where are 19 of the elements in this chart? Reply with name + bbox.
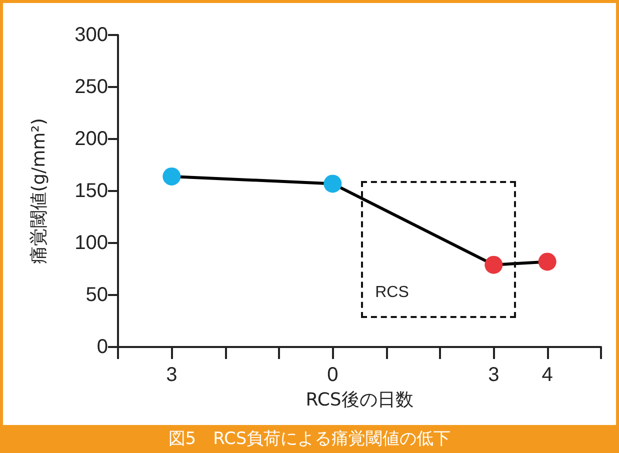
y-axis-title: 痛覚閾値(g/mm²) xyxy=(28,118,50,264)
y-tick-label: 200 xyxy=(74,128,108,150)
point xyxy=(324,174,342,193)
y-tick-label: 100 xyxy=(74,232,108,254)
y-tick-label: 0 xyxy=(96,336,108,358)
x-tick-label: 3 xyxy=(488,364,500,386)
point xyxy=(162,167,181,186)
x-axis-title: RCS後の日数 xyxy=(306,390,414,410)
y-tick-label: 50 xyxy=(86,284,108,306)
point xyxy=(484,256,503,274)
annotation: RCS xyxy=(375,284,409,302)
point xyxy=(538,252,556,271)
text: 図5 RCS負荷による痛覚閾値の低下 xyxy=(0,425,619,453)
x-tick-label: 3 xyxy=(166,364,178,386)
x-tick-label: 4 xyxy=(542,364,553,386)
x-tick-label: 0 xyxy=(327,364,338,386)
y-tick-label: 150 xyxy=(74,180,108,202)
y-tick-label: 250 xyxy=(74,76,108,98)
y-tick-label: 300 xyxy=(74,24,108,46)
